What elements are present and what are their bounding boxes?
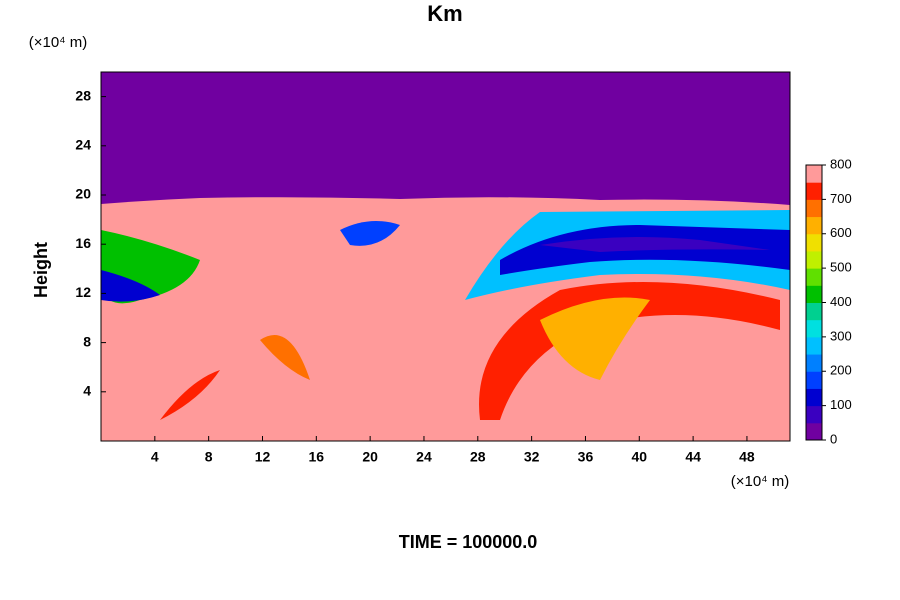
field-band — [160, 370, 220, 420]
y-tick-label: 24 — [75, 137, 91, 153]
x-tick-label: 32 — [524, 449, 540, 465]
field-band — [540, 297, 650, 380]
colorbar-swatch — [806, 336, 822, 355]
field — [101, 72, 790, 441]
x-unit-label: (×10⁴ m) — [731, 473, 790, 490]
field-upper — [101, 72, 790, 205]
y-unit-label: (×10⁴ m) — [29, 34, 88, 51]
y-tick-label: 4 — [83, 383, 91, 399]
colorbar-swatch — [806, 319, 822, 338]
y-tick-label: 16 — [75, 235, 91, 251]
y-axis-label: Height — [31, 242, 51, 298]
colorbar-swatch — [806, 302, 822, 321]
colorbar-tick-label: 400 — [830, 294, 852, 309]
colorbar-tick-label: 0 — [830, 431, 837, 446]
field-band — [260, 335, 310, 380]
field-band — [540, 236, 770, 252]
y-tick-label: 28 — [75, 87, 91, 103]
x-tick-label: 20 — [362, 449, 378, 465]
plot-frame — [100, 71, 791, 442]
colorbar-swatch — [806, 268, 822, 286]
field-band — [101, 270, 160, 302]
colorbar-swatch — [806, 354, 822, 372]
x-tick-label: 44 — [685, 449, 701, 465]
colorbar-swatch — [806, 285, 822, 303]
colorbar-swatch — [806, 388, 822, 407]
x-tick-label: 28 — [470, 449, 486, 465]
x-tick-label: 48 — [739, 449, 755, 465]
colorbar-swatch — [806, 233, 822, 252]
x-tick-label: 4 — [151, 449, 159, 465]
colorbar-swatch — [806, 216, 822, 235]
x-tick-label: 36 — [578, 449, 594, 465]
colorbar-tick-label: 300 — [830, 328, 852, 343]
footer: TIME = 100000.0 — [399, 532, 538, 552]
colorbar-tick-label: 600 — [830, 225, 852, 240]
colorbar-tick-label: 100 — [830, 397, 852, 412]
colorbar-tick-label: 800 — [830, 156, 852, 171]
colorbar-swatch — [806, 165, 822, 183]
colorbar-swatch — [806, 405, 822, 424]
field-band — [340, 221, 400, 246]
colorbar-swatch — [806, 371, 822, 389]
colorbar-tick-label: 500 — [830, 260, 852, 275]
colorbar-tick-label: 700 — [830, 191, 852, 206]
colorbar-swatch — [806, 422, 822, 441]
y-tick-label: 12 — [75, 284, 91, 300]
colorbar-swatch — [806, 250, 822, 269]
colorbar-swatch — [806, 199, 822, 218]
colorbar-tick-label: 200 — [830, 363, 852, 378]
y-tick-label: 8 — [83, 333, 91, 349]
x-tick-label: 16 — [309, 449, 325, 465]
x-tick-label: 40 — [631, 449, 647, 465]
y-tick-label: 20 — [75, 186, 91, 202]
colorbar-swatch — [806, 182, 822, 200]
chart-title: Km — [427, 1, 462, 26]
x-tick-label: 24 — [416, 449, 432, 465]
x-tick-label: 12 — [255, 449, 271, 465]
x-tick-label: 8 — [205, 449, 213, 465]
